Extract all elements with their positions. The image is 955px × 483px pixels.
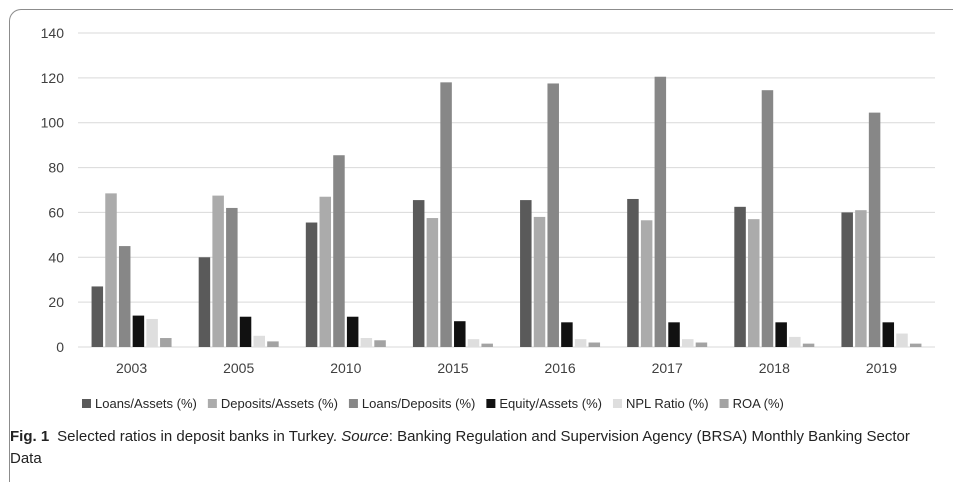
x-tick-label: 2010 [330,360,361,376]
bar [734,206,746,347]
y-tick-label: 20 [48,294,64,310]
bar [454,321,466,347]
bar [882,322,895,347]
bar [305,222,318,347]
legend-swatch [486,399,496,408]
bar [333,155,345,347]
bar [654,76,667,347]
legend-label: ROA (%) [733,396,784,411]
legend-label: Deposits/Assets (%) [221,396,338,411]
bar [627,198,639,347]
bar [105,193,117,347]
bar [841,212,853,347]
bar [868,112,881,347]
bar [467,339,480,347]
y-tick-label: 0 [56,339,64,355]
bar [346,316,359,347]
y-tick-label: 40 [48,249,64,265]
bar [118,246,131,347]
bar [319,196,332,347]
bar [239,316,252,347]
x-tick-label: 2018 [759,360,790,376]
bar [855,210,867,347]
bar [761,90,774,347]
figure-frame [9,9,953,482]
bar [198,257,211,347]
bar [481,343,493,347]
bar [561,322,573,347]
bar [574,339,587,347]
caption-source-label: Source [341,428,389,445]
bar [748,219,760,347]
bar [360,338,373,347]
bar [412,200,425,347]
bar [520,200,532,347]
x-tick-label: 2019 [866,360,897,376]
legend-swatch [719,399,729,408]
bar-chart: 0 20 40 60 80 100 120 140 2003 2005 2010 2015 2016 20… [41,25,935,411]
bar [440,82,452,347]
legend-swatch [348,399,358,408]
y-tick-label: 120 [41,70,65,86]
bar [226,207,238,347]
bar [253,335,265,347]
bar [789,336,801,347]
bar [909,343,922,347]
bar [146,318,158,347]
bar [668,322,680,347]
y-tick-label: 100 [41,115,65,131]
bar [547,83,559,347]
bar [160,338,172,347]
legend-swatch [612,399,622,408]
x-tick-label: 2016 [544,360,575,376]
legend-swatch [207,399,217,408]
bar [695,342,708,347]
bar [267,341,279,347]
y-tick-label: 60 [48,204,64,220]
bar [132,315,145,347]
x-tick-label: 2017 [652,360,683,376]
x-tick-label: 2015 [437,360,468,376]
caption-source-text: : Banking Regulation and Supervision Age… [10,428,910,467]
legend-label: Loans/Deposits (%) [362,396,475,411]
caption-text: Selected ratios in deposit banks in Turk… [57,428,338,445]
figure-caption: Fig. 1 Selected ratios in deposit banks i… [10,426,945,470]
bar [212,195,224,347]
bar [374,340,386,347]
bar [640,220,653,347]
x-tick-label: 2003 [116,360,147,376]
legend-swatch [82,399,91,408]
figure-label: Fig. 1 [10,428,50,445]
bar [533,216,546,347]
y-tick-label: 80 [48,160,64,176]
y-tick-label: 140 [41,25,65,41]
bar [775,322,787,347]
bar [681,339,694,347]
bar [426,218,439,347]
legend-label: Loans/Assets (%) [95,396,197,411]
bar [91,286,104,347]
bar [802,343,815,347]
bar [588,342,601,347]
x-tick-label: 2005 [223,360,254,376]
legend-label: Equity/Assets (%) [499,396,602,411]
legend-label: NPL Ratio (%) [626,396,709,411]
bar [896,333,908,347]
